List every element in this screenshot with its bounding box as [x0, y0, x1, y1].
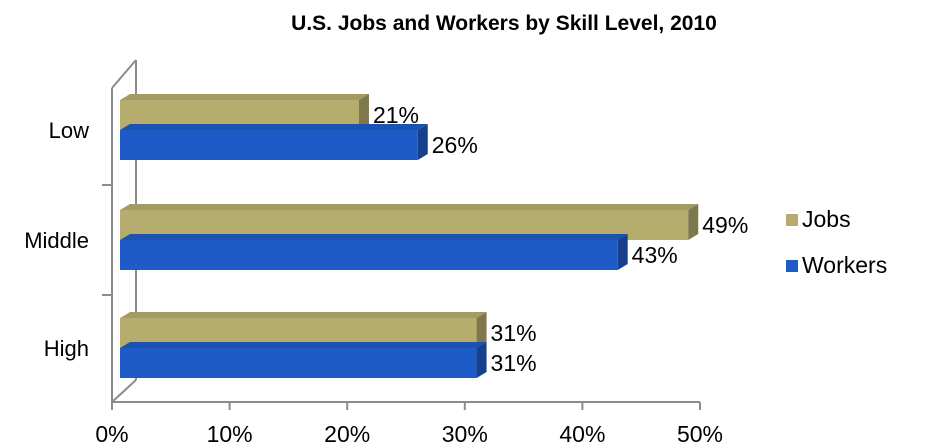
- chart-title: U.S. Jobs and Workers by Skill Level, 20…: [291, 12, 717, 35]
- bar-end-face: [476, 342, 487, 378]
- axis-depth-line-bottom: [111, 379, 137, 403]
- tick-label: 30%: [442, 421, 488, 446]
- tick-label: 20%: [324, 421, 370, 446]
- bar-end-face: [688, 204, 699, 240]
- value-label: 26%: [432, 132, 478, 158]
- bar-top-face: [120, 342, 487, 348]
- bar-top-face: [120, 204, 699, 210]
- bar-front-face: [120, 130, 418, 160]
- bar-top-face: [120, 234, 628, 240]
- bar-top-face: [120, 312, 487, 318]
- bar-end-face: [358, 94, 369, 130]
- category-label: High: [44, 336, 89, 361]
- value-label: 31%: [491, 320, 537, 346]
- chart-labels: Low 21% 26% Middle 49% 43% High 31% 31%: [24, 102, 748, 376]
- bar-end-face: [476, 312, 487, 348]
- legend-swatch-workers: [786, 260, 798, 272]
- chart-axes: 0% 10% 20% 30% 40% 50%: [95, 59, 723, 446]
- chart-legend: Jobs Workers: [786, 206, 887, 278]
- value-label: 31%: [491, 350, 537, 376]
- legend-label-workers: Workers: [802, 252, 887, 278]
- bar-workers-high: [120, 342, 487, 378]
- bar-top-face: [120, 94, 369, 100]
- bar-front-face: [120, 348, 477, 378]
- tick-label: 50%: [677, 421, 723, 446]
- bar-end-face: [617, 234, 628, 270]
- bar-top-face: [120, 124, 428, 130]
- category-label: Low: [49, 118, 89, 143]
- tick-label: 0%: [95, 421, 128, 446]
- category-label: Middle: [24, 228, 89, 253]
- bar-workers-low: [120, 124, 428, 160]
- legend-label-jobs: Jobs: [802, 206, 851, 232]
- bar-front-face: [120, 240, 618, 270]
- value-label: 21%: [373, 102, 419, 128]
- value-label: 49%: [702, 212, 748, 238]
- value-label: 43%: [632, 242, 678, 268]
- chart-bars: [120, 94, 699, 378]
- axis-depth-line-top: [111, 59, 137, 89]
- legend-swatch-jobs: [786, 214, 798, 226]
- bar-end-face: [417, 124, 428, 160]
- tick-label: 10%: [207, 421, 253, 446]
- bar-workers-middle: [120, 234, 628, 270]
- tick-label: 40%: [559, 421, 605, 446]
